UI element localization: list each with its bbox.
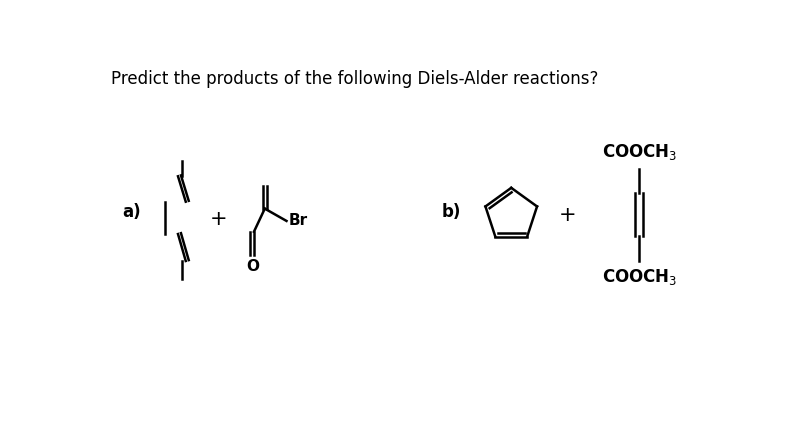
Text: O: O bbox=[246, 259, 259, 274]
Text: b): b) bbox=[441, 204, 460, 221]
Text: Predict the products of the following Diels-Alder reactions?: Predict the products of the following Di… bbox=[111, 70, 597, 88]
Text: COOCH$_3$: COOCH$_3$ bbox=[601, 143, 676, 163]
Text: a): a) bbox=[122, 204, 141, 221]
Text: +: + bbox=[210, 209, 226, 228]
Text: COOCH$_3$: COOCH$_3$ bbox=[601, 267, 676, 287]
Text: Br: Br bbox=[288, 214, 308, 228]
Text: +: + bbox=[558, 205, 576, 225]
